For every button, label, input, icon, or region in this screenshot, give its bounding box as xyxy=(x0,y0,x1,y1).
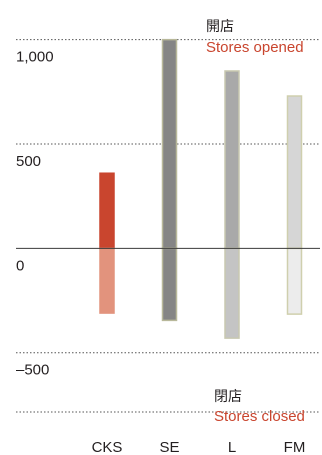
bar-opened-l xyxy=(224,70,240,250)
bar-opened-fm xyxy=(286,95,303,250)
bar-closed-cks xyxy=(99,247,115,314)
bar-opened-cks xyxy=(99,172,115,250)
closed-label-en: Stores closed xyxy=(214,408,305,425)
y-tick-label: 500 xyxy=(16,153,41,170)
bar-closed-se xyxy=(161,247,178,322)
category-label-se: SE xyxy=(159,439,179,455)
closed-label-jp: 閉店 xyxy=(214,389,242,405)
bars-layer xyxy=(99,38,303,339)
y-tick-labels: 1,000 500 0 –500 xyxy=(16,49,54,379)
category-label-l: L xyxy=(228,439,236,455)
bar-closed-fm xyxy=(286,247,303,315)
y-tick-label: –500 xyxy=(16,362,49,379)
y-tick-label: 0 xyxy=(16,257,24,274)
bar-closed-l xyxy=(224,247,240,339)
opened-label-jp: 開店 xyxy=(206,19,234,35)
y-tick-label: 1,000 xyxy=(16,49,54,66)
category-labels: CKS SE L FM xyxy=(92,439,306,455)
category-label-cks: CKS xyxy=(92,439,123,455)
bar-opened-se xyxy=(161,38,178,250)
category-label-fm: FM xyxy=(284,439,306,455)
opened-label-en: Stores opened xyxy=(206,39,304,56)
